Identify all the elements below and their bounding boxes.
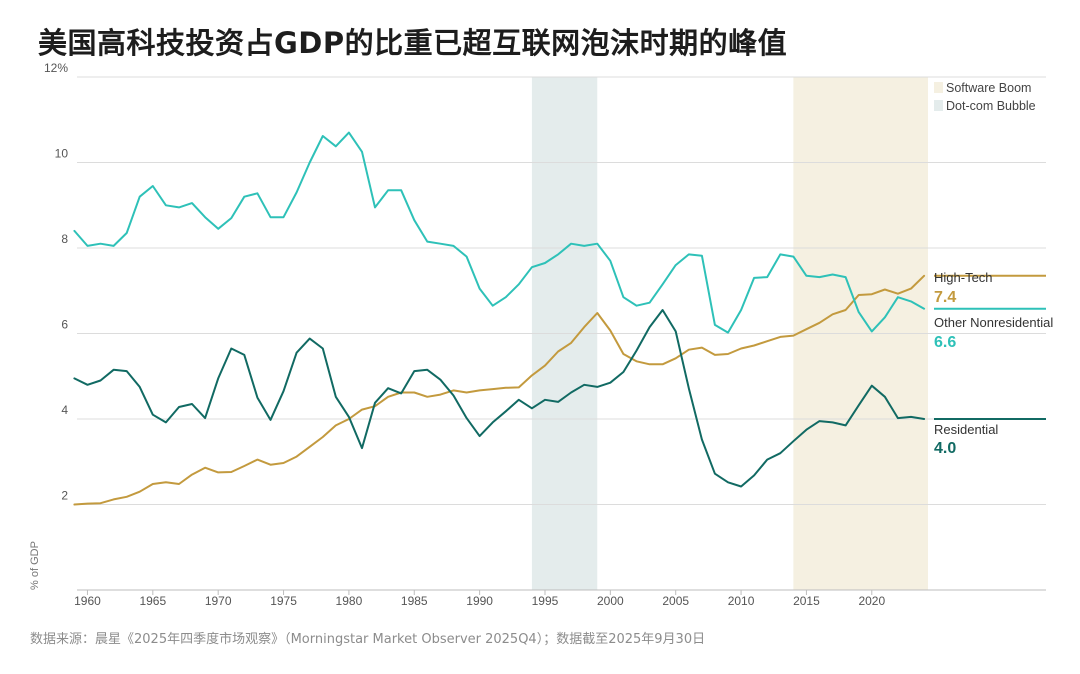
- x-tick-label: 1990: [466, 594, 493, 608]
- axes: 2 4 6 8 10 12% 1960 1965 1970 1975 1980 1985 1990 199…: [29, 61, 885, 608]
- source-note: 数据来源：晨星《2025年四季度市场观察》（Morningstar Market…: [30, 632, 706, 647]
- x-tick-label: 2020: [858, 594, 885, 608]
- series-line-1: [73, 131, 926, 334]
- series-name-label: High-Tech: [934, 270, 993, 285]
- end-labels: High-Tech 7.4 Other Nonresidential 6.6 Resid…: [934, 270, 1053, 457]
- x-tick-label: 1985: [401, 594, 428, 608]
- x-tick-label: 2010: [728, 594, 755, 608]
- series-end-value: 6.6: [934, 334, 956, 351]
- y-tick-label: 4: [61, 403, 68, 417]
- x-tick-label: 2005: [662, 594, 689, 608]
- x-tick-label: 2015: [793, 594, 820, 608]
- y-tick-label: 12%: [44, 61, 68, 75]
- series-end-value: 7.4: [934, 289, 956, 306]
- y-tick-label: 8: [61, 232, 68, 246]
- x-tick-label: 1975: [270, 594, 297, 608]
- x-tick-label: 1970: [205, 594, 232, 608]
- legend-swatch: [934, 100, 943, 111]
- y-axis-label: % of GDP: [29, 541, 41, 590]
- x-tick-label: 2000: [597, 594, 624, 608]
- series-name-label: Other Nonresidential: [934, 315, 1053, 330]
- legend: Software Boom Dot-com Bubble: [934, 81, 1036, 113]
- series-name-label: Residential: [934, 422, 998, 437]
- gridlines: [77, 76, 1046, 591]
- series-line-2: [73, 309, 926, 488]
- x-tick-label: 1960: [74, 594, 101, 608]
- legend-label: Dot-com Bubble: [946, 99, 1036, 113]
- x-tick-label: 1980: [336, 594, 363, 608]
- series-end-value: 4.0: [934, 440, 956, 457]
- series-lines: [73, 131, 926, 506]
- chart-title: 美国高科技投资占GDP的比重已超互联网泡沫时期的峰值: [38, 26, 788, 60]
- x-tick-label: 1965: [139, 594, 166, 608]
- y-tick-label: 2: [61, 489, 68, 503]
- y-tick-label: 10: [55, 147, 69, 161]
- legend-swatch: [934, 82, 943, 93]
- legend-label: Software Boom: [946, 81, 1031, 95]
- y-tick-label: 6: [61, 318, 68, 332]
- series-line-0: [73, 274, 926, 506]
- x-tick-label: 1995: [532, 594, 559, 608]
